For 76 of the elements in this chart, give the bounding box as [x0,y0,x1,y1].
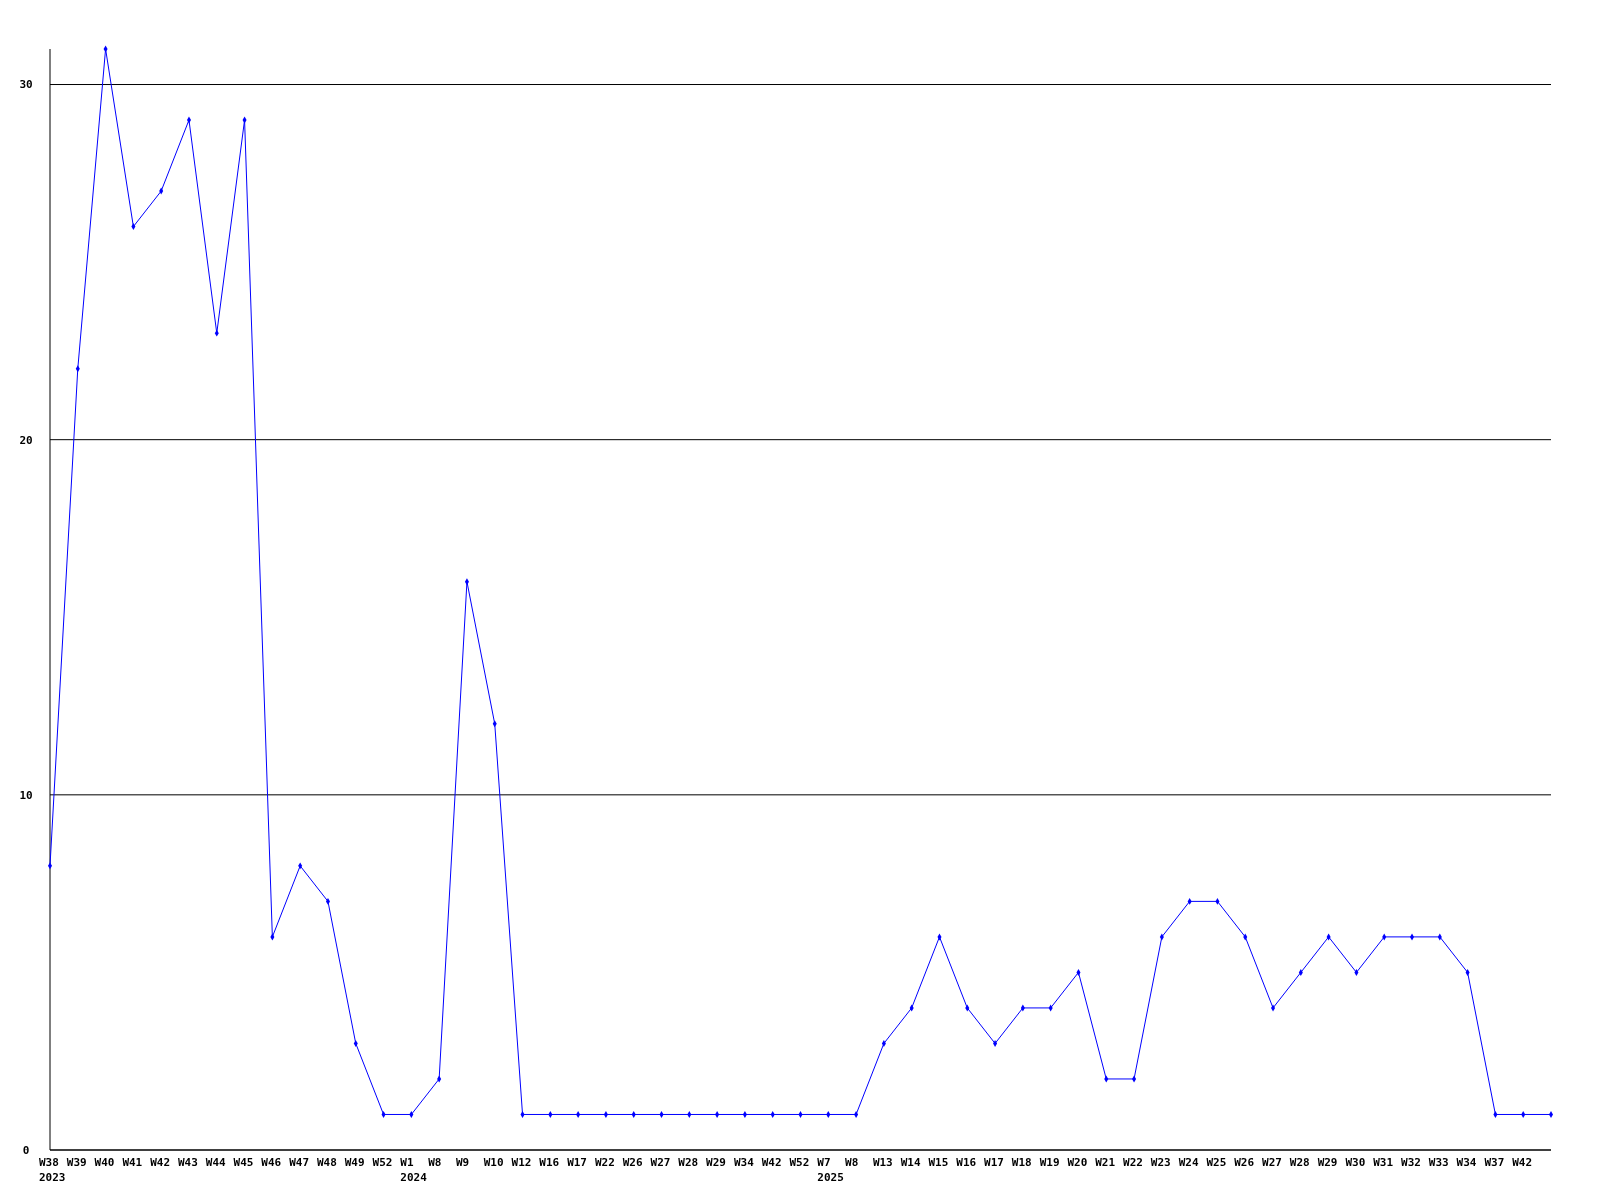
point [659,1111,664,1118]
point [854,1111,859,1118]
point [603,1111,608,1118]
x-tick-label: W29 [1317,1156,1338,1169]
point [715,1111,720,1118]
x-tick-label: W16 [956,1156,977,1169]
x-tick-label: W7 2025 [817,1156,844,1184]
x-tick-label: W34 [733,1156,755,1169]
x-tick-label: W52 [789,1156,810,1169]
x-tick-label: W41 [122,1156,143,1169]
x-tick-label: W26 [1234,1156,1255,1169]
point [1521,1111,1526,1118]
point [798,1111,803,1118]
x-tick-label: W9 [455,1156,470,1169]
x-tick-label: W30 [1345,1156,1366,1169]
x-tick-label: W42 [761,1156,782,1169]
x-tick-label: W27 [1262,1156,1282,1169]
point [47,862,53,870]
x-tick-label: W17 [984,1156,1004,1169]
x-tick-label: W48 [316,1156,337,1169]
x-tick-label: W12 [511,1156,532,1169]
x-tick-label: W22 [1123,1156,1143,1169]
y-tick-label: 10 [19,788,33,802]
x-tick-label: W33 [1428,1156,1449,1169]
x-tick-label: W16 [539,1156,560,1169]
point [770,1111,775,1118]
x-tick-label: W27 [650,1156,671,1169]
x-tick-label: W18 [1011,1156,1032,1169]
x-tick-label: W28 [1289,1156,1310,1169]
point [381,1111,386,1118]
x-tick-label: W20 [1067,1156,1088,1169]
x-tick-label: W14 [900,1156,921,1169]
x-tick-label: W42 [1512,1156,1533,1169]
point [687,1111,692,1118]
x-tick-label: W1 2024 [400,1156,428,1184]
x-tick-label: W49 [344,1156,365,1169]
x-tick-label: W26 [622,1156,643,1169]
x-tick-label: W15 [928,1156,949,1169]
x-tick-label: W8 [428,1156,442,1169]
point [548,1111,553,1118]
y-tick-label: 20 [19,433,33,447]
x-tick-label: W42 [150,1156,171,1169]
x-tick-label: W44 [205,1156,227,1169]
x-tick-label: W10 [483,1156,504,1169]
x-tick-label: W43 [177,1156,198,1169]
point [409,1111,414,1118]
x-tick-label: W31 [1373,1156,1394,1169]
x-tick-label: W34 [1456,1156,1477,1169]
x-tick-label: W46 [261,1156,282,1169]
x-tick-label: W47 [289,1156,310,1169]
x-tick-label: W52 [372,1156,393,1169]
x-tick-label: W39 [66,1156,87,1169]
x-tick-label: W13 [872,1156,893,1169]
x-tick-label: W19 [1039,1156,1060,1169]
y-tick-label: 0 [22,1143,30,1157]
x-tick-label: W24 [1178,1156,1199,1169]
x-tick-label: W23 [1150,1156,1171,1169]
point [631,1111,636,1118]
x-tick-label: W40 [94,1156,115,1169]
point [576,1111,581,1118]
x-tick-label: W21 [1095,1156,1116,1169]
x-tick-label: W28 [678,1156,699,1169]
point [520,1111,525,1118]
x-tick-label: W29 [706,1156,726,1169]
x-tick-label: W8 [845,1156,859,1169]
x-tick-label: W37 [1484,1156,1505,1169]
x-tick-label: W32 [1401,1156,1421,1169]
point [826,1111,831,1118]
y-tick-label: 30 [19,78,33,92]
point [1493,1111,1498,1118]
x-tick-label: W25 [1206,1156,1227,1169]
x-tick-label: W17 [567,1156,587,1169]
x-tick-label: W22 [594,1156,615,1169]
x-tick-label: W38 2023 [39,1156,66,1184]
point [742,1111,747,1118]
x-tick-label: W45 [233,1156,254,1169]
